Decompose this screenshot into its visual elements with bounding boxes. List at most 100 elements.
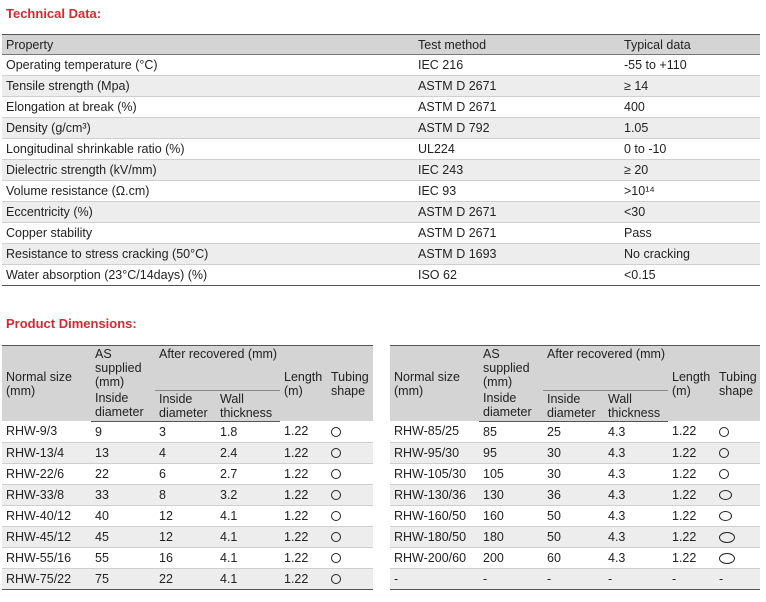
dimensions-table-left: Normal size (mm) AS supplied (mm) After … [2,345,373,590]
wide-oval-icon [719,531,735,543]
size-cell: RHW-105/30 [390,463,479,485]
wall-thickness-cell: 4.3 [604,463,668,485]
technical-data-title: Technical Data: [6,6,102,21]
inside-diameter-cell: 12 [155,526,216,548]
header-inside-diameter-rec: Inside diameter [543,390,604,422]
oval-icon [719,490,732,501]
size-cell: RHW-95/30 [390,442,479,464]
dimension-row: RHW-160/50 160 50 4.3 1.22 [390,505,760,527]
size-cell: RHW-85/25 [390,421,479,443]
property-cell: Water absorption (23°C/14days) (%) [2,264,414,286]
inside-diameter-cell: 6 [155,463,216,485]
typical-data-cell: <0.15 [620,264,760,286]
dimension-row: RHW-75/22 75 22 4.1 1.22 [2,568,373,590]
tubing-shape-cell [715,547,760,569]
test-method-cell: IEC 93 [414,180,620,202]
length-cell: 1.22 [280,463,327,485]
inside-diameter-cell: 16 [155,547,216,569]
as-supplied-cell: 45 [91,526,155,548]
property-cell: Copper stability [2,222,414,244]
as-supplied-cell: 180 [479,526,543,548]
test-method-cell: IEC 216 [414,54,620,76]
property-cell: Dielectric strength (kV/mm) [2,159,414,181]
header-test-method: Test method [414,34,620,55]
property-cell: Longitudinal shrinkable ratio (%) [2,138,414,160]
test-method-cell: ASTM D 2671 [414,75,620,97]
header-length: Length (m) [280,345,327,421]
as-supplied-cell: 105 [479,463,543,485]
technical-row: Volume resistance (Ω.cm) IEC 93 >10¹⁴ [2,180,760,202]
length-cell: 1.22 [280,505,327,527]
as-supplied-cell: 160 [479,505,543,527]
header-normal-size: Normal size (mm) [2,345,91,421]
test-method-cell: ASTM D 1693 [414,243,620,265]
wall-thickness-cell: 4.3 [604,484,668,506]
header-property: Property [2,34,414,55]
inside-diameter-cell: 25 [543,421,604,443]
tubing-shape-cell [327,463,373,485]
technical-row: Tensile strength (Mpa) ASTM D 2671 ≥ 14 [2,75,760,97]
dimension-row: RHW-85/25 85 25 4.3 1.22 [390,421,760,443]
inside-diameter-cell: 50 [543,526,604,548]
wall-thickness-cell: 4.3 [604,442,668,464]
length-cell: 1.22 [668,421,715,443]
length-cell: 1.22 [280,547,327,569]
header-wall-thickness: Wall thickness [604,390,668,422]
small-circle-icon [331,426,341,437]
header-as-supplied: AS supplied (mm) [479,345,543,390]
technical-row: Eccentricity (%) ASTM D 2671 <30 [2,201,760,223]
length-cell: 1.22 [280,421,327,443]
length-cell: 1.22 [280,526,327,548]
wall-thickness-cell: 4.3 [604,505,668,527]
dimension-row: RHW-33/8 33 8 3.2 1.22 [2,484,373,506]
header-inside-diameter-as: Inside diameter [91,390,155,422]
size-cell: RHW-55/16 [2,547,91,569]
as-supplied-cell: 33 [91,484,155,506]
size-cell: RHW-160/50 [390,505,479,527]
technical-header-row: Property Test method Typical data [2,34,760,55]
property-cell: Volume resistance (Ω.cm) [2,180,414,202]
small-circle-icon [719,469,729,480]
as-supplied-cell: - [479,568,543,590]
typical-data-cell: >10¹⁴ [620,180,760,202]
as-supplied-cell: 40 [91,505,155,527]
test-method-cell: ASTM D 2671 [414,222,620,244]
tubing-shape-cell [327,568,373,590]
length-cell: 1.22 [668,484,715,506]
inside-diameter-cell: 3 [155,421,216,443]
length-cell: 1.22 [668,442,715,464]
technical-row: Density (g/cm³) ASTM D 792 1.05 [2,117,760,139]
property-cell: Elongation at break (%) [2,96,414,118]
as-supplied-cell: 85 [479,421,543,443]
tubing-shape-cell [327,442,373,464]
inside-diameter-cell: 36 [543,484,604,506]
small-circle-icon [719,448,729,459]
property-cell: Density (g/cm³) [2,117,414,139]
wall-thickness-cell: 3.2 [216,484,280,506]
header-wall-thickness: Wall thickness [216,390,280,422]
header-as-supplied: AS supplied (mm) [91,345,155,390]
as-supplied-cell: 95 [479,442,543,464]
size-cell: - [390,568,479,590]
typical-data-cell: 0 to -10 [620,138,760,160]
test-method-cell: ASTM D 2671 [414,201,620,223]
size-cell: RHW-75/22 [2,568,91,590]
property-cell: Tensile strength (Mpa) [2,75,414,97]
test-method-cell: IEC 243 [414,159,620,181]
technical-row: Resistance to stress cracking (50°C) ASTM… [2,243,760,265]
wall-thickness-cell: 4.1 [216,568,280,590]
technical-data-table: Property Test method Typical data Operat… [2,34,760,286]
technical-row: Dielectric strength (kV/mm) IEC 243 ≥ 20 [2,159,760,181]
wall-thickness-cell: 4.3 [604,547,668,569]
as-supplied-cell: 75 [91,568,155,590]
wall-thickness-cell: 2.4 [216,442,280,464]
size-cell: RHW-13/4 [2,442,91,464]
header-tubing-shape: Tubing shape [327,345,373,421]
inside-diameter-cell: 60 [543,547,604,569]
small-circle-icon [331,469,341,480]
dimension-row: RHW-105/30 105 30 4.3 1.22 [390,463,760,485]
inside-diameter-cell: 4 [155,442,216,464]
dimension-row: RHW-22/6 22 6 2.7 1.22 [2,463,373,485]
dimension-row: RHW-45/12 45 12 4.1 1.22 [2,526,373,548]
size-cell: RHW-40/12 [2,505,91,527]
